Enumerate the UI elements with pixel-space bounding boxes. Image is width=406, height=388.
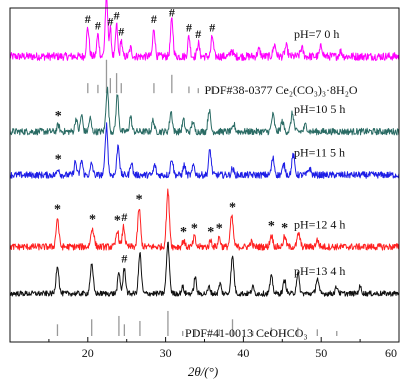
star-marker: * <box>229 201 236 216</box>
hash-marker: # <box>209 20 215 34</box>
peak-markers: ###########*****#********# <box>54 5 288 266</box>
star-marker: * <box>136 192 143 207</box>
hash-marker: # <box>121 252 127 266</box>
hash-marker: # <box>186 20 192 34</box>
star-marker: * <box>207 225 214 240</box>
pattern-labels: PDF#38-0377 Ce₂(CO₃)₃·8H₂O PDF#41-0013 Ce… <box>185 27 358 340</box>
star-marker: * <box>180 225 187 240</box>
star-marker: * <box>54 202 61 217</box>
hash-marker: # <box>114 9 120 23</box>
star-marker: * <box>55 152 62 167</box>
x-tick-label: 60 <box>385 346 397 360</box>
hash-marker: # <box>118 24 124 38</box>
series-line <box>9 86 400 136</box>
series-label: pH=12 4 h <box>294 217 345 231</box>
x-tick-label: 40 <box>237 346 249 360</box>
plot-frame <box>9 7 400 343</box>
x-axis-label: 2θ/(°) <box>188 364 218 379</box>
star-marker: * <box>216 221 223 236</box>
reference-label: PDF#38-0377 Ce₂(CO₃)₃·8H₂O <box>205 83 358 97</box>
x-tick-label: 50 <box>315 346 327 360</box>
hash-marker: # <box>195 27 201 41</box>
series-label: pH=10 5 h <box>294 102 345 116</box>
reference-label: PDF#41-0013 CeOHCO₃ <box>185 326 308 340</box>
hash-marker: # <box>169 5 175 19</box>
series-label: pH=11 5 h <box>294 146 345 160</box>
series-line <box>9 122 400 179</box>
series-line <box>9 188 400 251</box>
series-line <box>9 0 400 61</box>
series-label: pH=7 0 h <box>294 27 339 41</box>
star-marker: * <box>191 221 198 236</box>
hash-marker: # <box>95 19 101 33</box>
hash-marker: # <box>107 14 113 28</box>
star-marker: * <box>89 212 96 227</box>
star-marker: * <box>114 213 121 228</box>
series-label: pH=13 4 h <box>294 264 345 278</box>
hash-marker: # <box>151 12 157 26</box>
hash-marker: # <box>85 12 91 26</box>
star-marker: * <box>268 219 275 234</box>
x-axis: 20 30 40 50 60 <box>48 337 400 360</box>
xrd-series <box>9 0 400 297</box>
x-tick-label: 30 <box>160 346 172 360</box>
hash-marker: # <box>121 210 127 224</box>
star-marker: * <box>281 221 288 236</box>
star-marker: * <box>55 109 62 124</box>
reference-patterns <box>56 59 338 336</box>
series-line <box>9 241 400 297</box>
x-tick-label: 20 <box>82 346 94 360</box>
